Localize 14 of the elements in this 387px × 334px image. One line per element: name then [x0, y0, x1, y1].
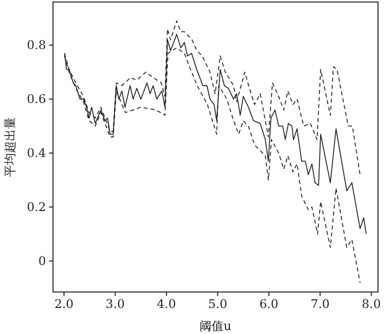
x-tick-label: 2.0 — [54, 297, 74, 311]
x-tick-label: 4.0 — [156, 297, 176, 311]
y-tick-label: 0.8 — [26, 38, 46, 52]
y-tick-label: 0 — [38, 254, 46, 268]
y-tick-label: 0.4 — [26, 146, 46, 160]
x-tick-label: 5.0 — [208, 297, 228, 311]
y-tick-label: 0.6 — [26, 92, 46, 106]
y-tick-label: 0.2 — [26, 200, 46, 214]
x-tick-label: 3.0 — [106, 297, 125, 311]
y-axis-title: 平均超出量 — [3, 117, 17, 177]
x-tick-label: 6.0 — [259, 297, 278, 311]
x-tick-label: 8.0 — [362, 297, 381, 311]
x-axis-title: 阈值u — [200, 319, 232, 333]
x-tick-label: 7.0 — [310, 297, 330, 311]
